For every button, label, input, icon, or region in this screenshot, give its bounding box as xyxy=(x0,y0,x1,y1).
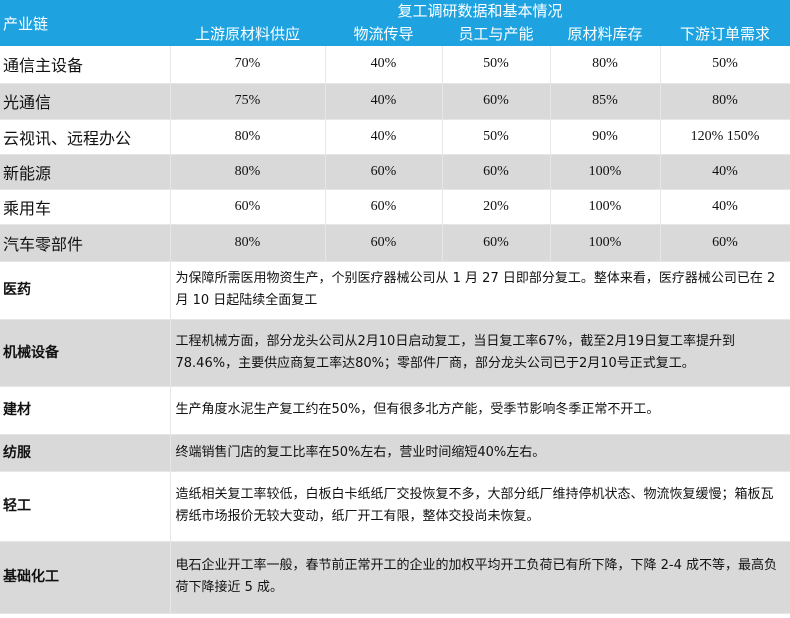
value-cell: 40% xyxy=(325,83,443,120)
table-row: 纺服 终端销售门店的复工比率在50%左右，营业时间缩短40%左右。 xyxy=(0,434,790,472)
value-cell: 100% xyxy=(550,189,661,225)
table-row: 光通信 75% 40% 60% 85% 80% xyxy=(0,83,790,120)
value-cell: 40% xyxy=(325,119,443,155)
value-cell: 100% xyxy=(550,154,661,190)
table-row: 轻工 造纸相关复工率较低，白板白卡纸纸厂交投恢复不多，大部分纸厂维持停机状态、物流… xyxy=(0,471,790,542)
table-row: 新能源 80% 60% 60% 100% 40% xyxy=(0,154,790,190)
header-col: 下游订单需求 xyxy=(660,21,790,46)
value-cell: 60% xyxy=(325,224,443,262)
value-cell: 85% xyxy=(550,83,661,120)
value-cell: 100% xyxy=(550,224,661,262)
value-cell: 90% xyxy=(550,119,661,155)
header-group-title: 复工调研数据和基本情况 xyxy=(170,0,790,21)
value-cell: 40% xyxy=(660,189,790,225)
description-cell: 工程机械方面，部分龙头公司从2月10日启动复工，当日复工率67%，截至2月19日… xyxy=(170,319,790,387)
industry-name: 通信主设备 xyxy=(0,46,171,84)
description-cell: 为保障所需医用物资生产，个别医疗器械公司从 1 月 27 日即部分复工。整体来看… xyxy=(170,261,790,320)
value-cell: 75% xyxy=(170,83,326,120)
description-cell: 终端销售门店的复工比率在50%左右，营业时间缩短40%左右。 xyxy=(170,434,790,472)
industry-name: 光通信 xyxy=(0,83,171,120)
value-cell: 20% xyxy=(442,189,551,225)
header-col: 物流传导 xyxy=(325,21,442,46)
industry-name: 云视讯、远程办公 xyxy=(0,119,171,155)
table-row: 乘用车 60% 60% 20% 100% 40% xyxy=(0,189,790,225)
table-row: 建材 生产角度水泥生产复工约在50%，但有很多北方产能，受季节影响冬季正常不开工。 xyxy=(0,386,790,435)
description-cell: 造纸相关复工率较低，白板白卡纸纸厂交投恢复不多，大部分纸厂维持停机状态、物流恢复… xyxy=(170,471,790,542)
header-col: 上游原材料供应 xyxy=(170,21,325,46)
industry-name: 乘用车 xyxy=(0,189,171,225)
value-cell: 120% 150% xyxy=(660,119,790,155)
table-row: 基础化工 电石企业开工率一般，春节前正常开工的企业的加权平均开工负荷已有所下降，下… xyxy=(0,541,790,614)
header-col: 员工与产能 xyxy=(442,21,550,46)
value-cell: 80% xyxy=(170,154,326,190)
value-cell: 80% xyxy=(660,83,790,120)
industry-name: 建材 xyxy=(0,386,171,435)
value-cell: 50% xyxy=(442,46,551,84)
value-cell: 40% xyxy=(325,46,443,84)
table-row: 医药 为保障所需医用物资生产，个别医疗器械公司从 1 月 27 日即部分复工。整体… xyxy=(0,261,790,320)
value-cell: 80% xyxy=(550,46,661,84)
value-cell: 50% xyxy=(660,46,790,84)
header-col: 原材料库存 xyxy=(550,21,660,46)
value-cell: 60% xyxy=(442,83,551,120)
industry-name: 机械设备 xyxy=(0,319,171,387)
value-cell: 60% xyxy=(442,224,551,262)
value-cell: 60% xyxy=(442,154,551,190)
header-industry-chain: 产业链 xyxy=(0,0,170,46)
industry-name: 纺服 xyxy=(0,434,171,472)
value-cell: 80% xyxy=(170,119,326,155)
table-row: 通信主设备 70% 40% 50% 80% 50% xyxy=(0,46,790,84)
value-cell: 60% xyxy=(325,154,443,190)
table-row: 汽车零部件 80% 60% 60% 100% 60% xyxy=(0,224,790,262)
industry-name: 医药 xyxy=(0,261,171,320)
description-cell: 生产角度水泥生产复工约在50%，但有很多北方产能，受季节影响冬季正常不开工。 xyxy=(170,386,790,435)
value-cell: 40% xyxy=(660,154,790,190)
value-cell: 70% xyxy=(170,46,326,84)
industry-name: 基础化工 xyxy=(0,541,171,614)
industry-name: 轻工 xyxy=(0,471,171,542)
table-row: 云视讯、远程办公 80% 40% 50% 90% 120% 150% xyxy=(0,119,790,155)
table-row: 机械设备 工程机械方面，部分龙头公司从2月10日启动复工，当日复工率67%，截至2… xyxy=(0,319,790,387)
value-cell: 60% xyxy=(660,224,790,262)
value-cell: 60% xyxy=(325,189,443,225)
industry-name: 新能源 xyxy=(0,154,171,190)
value-cell: 50% xyxy=(442,119,551,155)
value-cell: 80% xyxy=(170,224,326,262)
industry-name: 汽车零部件 xyxy=(0,224,171,262)
description-cell: 电石企业开工率一般，春节前正常开工的企业的加权平均开工负荷已有所下降，下降 2-… xyxy=(170,541,790,614)
value-cell: 60% xyxy=(170,189,326,225)
